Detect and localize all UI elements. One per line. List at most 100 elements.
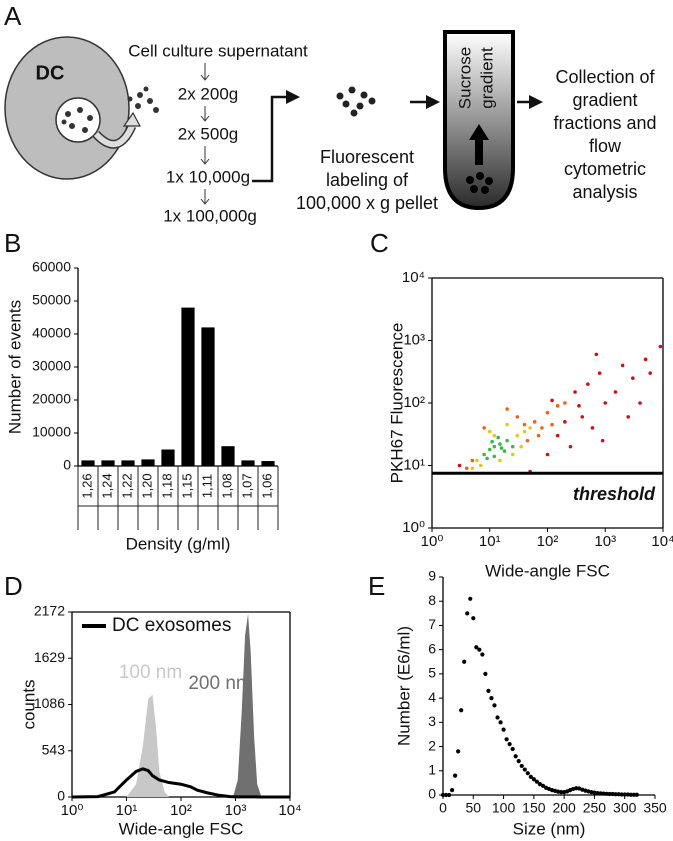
point: [470, 458, 475, 463]
point: [510, 452, 515, 457]
point: [563, 401, 567, 405]
point: [626, 415, 631, 419]
point: [616, 792, 621, 797]
step: 1x 10,000g: [166, 167, 250, 186]
x-tick-label: 50: [465, 800, 481, 816]
y-tick-label: 10000: [32, 424, 71, 440]
y-tick-label: 30000: [32, 358, 71, 374]
x-tick-label: 10²: [170, 802, 192, 819]
y-tick-label: 9: [428, 568, 436, 584]
x-tick-label: 100: [492, 800, 516, 816]
point: [658, 344, 663, 349]
bar: [101, 460, 115, 466]
y-tick-label: 6: [428, 640, 436, 656]
point: [568, 444, 573, 449]
point: [449, 788, 455, 793]
point: [628, 792, 633, 797]
x-tick-label: 10⁴: [278, 802, 301, 819]
y-tick-label: 10⁰: [402, 519, 425, 536]
point: [536, 433, 541, 438]
pellet-dots: [336, 86, 376, 117]
y-tick-label: 10²: [403, 394, 425, 411]
point: [638, 401, 642, 405]
point: [540, 426, 544, 430]
labeling-text: labeling of: [326, 170, 409, 190]
point: [446, 792, 452, 798]
step: 2x 200g: [178, 84, 239, 103]
point: [453, 773, 458, 778]
point: [496, 435, 500, 440]
panel-label: D: [4, 571, 23, 601]
threshold-label: threshold: [573, 484, 656, 504]
vesicle: [55, 97, 101, 143]
point: [574, 786, 579, 791]
arrowhead: [122, 111, 142, 127]
x-tick-label: 1,22: [119, 473, 134, 498]
gradient-tube: [443, 30, 515, 211]
x-tick-label: 0: [439, 800, 447, 816]
point: [479, 463, 483, 468]
point: [604, 791, 609, 796]
bar: [221, 446, 235, 466]
point: [610, 791, 615, 797]
y-tick-label: 7: [428, 616, 436, 632]
diagram: DC Cell culture supernatant 2x 200g 2x 5…: [4, 30, 657, 225]
x-tick-label: 250: [583, 800, 607, 816]
bar: [141, 459, 155, 466]
point: [499, 446, 504, 450]
point: [620, 363, 625, 368]
y-axis-label: Number (E6/ml): [394, 626, 413, 746]
point: [502, 449, 507, 453]
point: [498, 458, 502, 463]
point: [495, 715, 500, 720]
point: [590, 426, 595, 430]
point: [486, 688, 491, 693]
arrowhead: [529, 95, 543, 109]
point: [492, 454, 497, 459]
point: [522, 429, 527, 434]
point: [498, 720, 503, 725]
x-tick-label: 10³: [225, 802, 247, 819]
point: [648, 371, 652, 375]
point: [485, 456, 489, 461]
point: [505, 422, 509, 427]
y-axis-label: counts: [19, 679, 38, 729]
point: [487, 447, 492, 452]
point: [613, 792, 618, 797]
labeling-text: Fluorescent: [320, 147, 414, 167]
point: [443, 792, 449, 798]
line: [71, 767, 290, 799]
point: [573, 390, 577, 394]
point: [525, 438, 530, 443]
x-tick-label: 1,26: [79, 473, 94, 498]
point: [492, 433, 497, 438]
point: [600, 438, 605, 443]
tube-dots: [466, 172, 493, 194]
point: [532, 420, 537, 424]
y-tick-label: 2: [428, 737, 436, 753]
point: [528, 774, 533, 779]
point: [613, 390, 618, 394]
point: [577, 404, 581, 408]
x-tick-label: 1,24: [99, 473, 114, 498]
x-tick-label: 1,11: [199, 474, 214, 498]
point: [631, 792, 636, 797]
point: [515, 433, 520, 438]
tube-label: Sucrose: [455, 47, 474, 109]
point: [559, 789, 564, 795]
x-tick-label: 10¹: [116, 802, 138, 819]
bar: [261, 461, 275, 466]
point: [586, 382, 590, 386]
labeling-text: 100,000 x g pellet: [296, 193, 438, 213]
area-label: 200 nm: [188, 673, 251, 694]
point: [490, 439, 494, 444]
point: [545, 410, 550, 415]
legend-label: DC exosomes: [112, 615, 231, 636]
x-tick-label: 10⁰: [61, 802, 84, 819]
point: [580, 415, 585, 419]
bar: [201, 327, 215, 466]
bar: [81, 460, 95, 466]
y-tick-label: 10⁴: [402, 269, 425, 286]
y-tick-label: 0: [428, 786, 436, 802]
x-axis-label: Density (g/ml): [126, 534, 231, 553]
